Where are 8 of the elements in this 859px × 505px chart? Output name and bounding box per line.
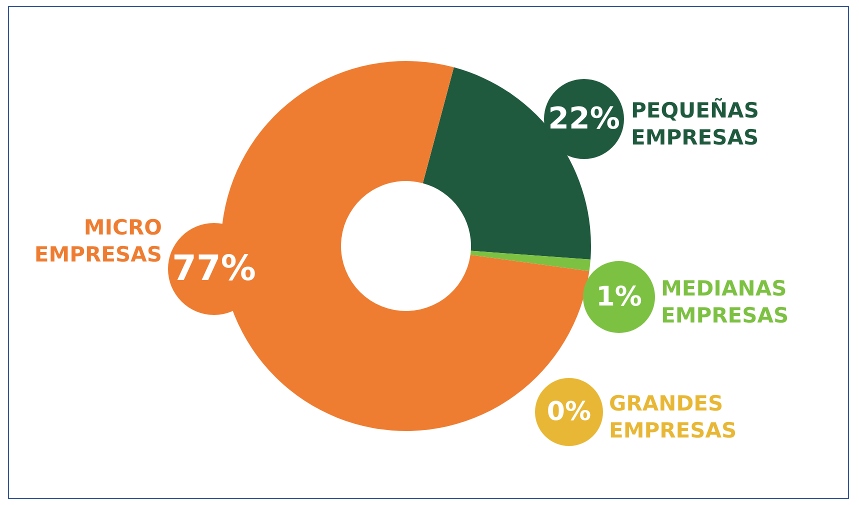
slice-label: MEDIANAS EMPRESAS	[661, 276, 789, 328]
slice-label: PEQUEÑAS EMPRESAS	[631, 98, 759, 150]
data-label: 77%	[172, 249, 256, 289]
slice-label: MICRO EMPRESAS	[34, 216, 162, 266]
data-label: 1%	[596, 282, 642, 312]
category-label: GRANDES EMPRESAS	[609, 392, 737, 442]
text: 0%	[546, 397, 592, 427]
data-label: 22%	[548, 102, 620, 136]
